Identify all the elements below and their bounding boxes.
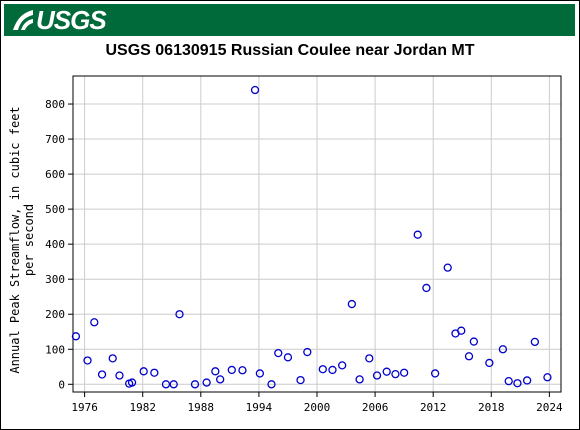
data-point[interactable] <box>283 353 293 362</box>
data-point[interactable] <box>115 371 124 380</box>
data-point[interactable] <box>498 345 508 354</box>
data-point[interactable] <box>543 373 552 382</box>
x-tick-label: 2012 <box>420 401 447 414</box>
grid-lines <box>73 76 561 392</box>
data-point[interactable] <box>169 380 178 389</box>
y-tick-label: 800 <box>45 98 65 111</box>
data-point[interactable] <box>161 380 171 389</box>
data-point[interactable] <box>504 376 513 386</box>
y-tick-label: 600 <box>45 168 65 181</box>
data-point[interactable] <box>255 369 265 378</box>
data-point[interactable] <box>365 354 374 363</box>
data-point[interactable] <box>238 366 247 375</box>
data-point[interactable] <box>391 369 400 379</box>
data-points <box>71 85 552 389</box>
data-point[interactable] <box>457 326 466 335</box>
chart-title: USGS 06130915 Russian Coulee near Jordan… <box>105 42 475 59</box>
y-tick-label: 0 <box>58 378 65 391</box>
y-tick-label: 500 <box>45 203 65 216</box>
data-point[interactable] <box>422 283 431 293</box>
usgs-logo[interactable]: USGS <box>12 4 107 36</box>
data-point[interactable] <box>372 371 382 380</box>
x-tick-label: 2000 <box>304 401 331 414</box>
data-point[interactable] <box>127 378 137 387</box>
x-tick-label: 2018 <box>478 401 505 414</box>
x-tick-label: 2006 <box>362 401 389 414</box>
y-tick-label: 300 <box>45 273 65 286</box>
data-point[interactable] <box>443 263 452 272</box>
y-tick-label: 700 <box>45 133 65 146</box>
data-point[interactable] <box>150 368 159 377</box>
usgs-banner: USGS <box>4 4 575 36</box>
data-point[interactable] <box>338 361 347 370</box>
data-point[interactable] <box>71 332 81 341</box>
x-tick-label: 1994 <box>246 401 273 414</box>
data-point[interactable] <box>328 365 337 375</box>
data-point[interactable] <box>430 369 440 378</box>
data-point[interactable] <box>250 85 260 95</box>
data-point[interactable] <box>464 352 474 361</box>
data-point[interactable] <box>469 337 479 346</box>
data-point[interactable] <box>413 230 422 239</box>
data-point[interactable] <box>267 380 276 389</box>
data-point[interactable] <box>202 378 211 387</box>
data-point[interactable] <box>399 368 409 377</box>
usgs-logo-text: USGS <box>36 4 107 35</box>
data-point[interactable] <box>485 358 494 368</box>
data-point[interactable] <box>347 299 357 309</box>
data-point[interactable] <box>211 367 220 376</box>
data-point[interactable] <box>90 318 99 327</box>
y-axis-title-line-1: Annual Peak Streamflow, in cubic feet <box>8 106 22 373</box>
y-tick-label: 400 <box>45 238 65 251</box>
axis-ticks: 1976 1982 1988 1994 2000 2006 2012 2018 2024 0 100… <box>45 98 563 414</box>
data-point[interactable] <box>522 376 532 385</box>
x-tick-label: 1988 <box>188 401 215 414</box>
data-point[interactable] <box>513 379 522 388</box>
data-point[interactable] <box>83 356 92 365</box>
data-point[interactable] <box>139 367 148 376</box>
y-tick-label: 100 <box>45 343 65 356</box>
usgs-wave-icon <box>13 10 33 30</box>
data-point[interactable] <box>227 365 236 375</box>
data-point[interactable] <box>190 380 200 389</box>
x-tick-label: 1982 <box>129 401 156 414</box>
data-point[interactable] <box>175 310 184 319</box>
data-point[interactable] <box>108 354 117 363</box>
data-point[interactable] <box>97 370 107 379</box>
x-tick-label: 1976 <box>71 401 98 414</box>
data-point[interactable] <box>216 375 225 384</box>
data-point[interactable] <box>318 365 327 374</box>
data-point[interactable] <box>303 347 312 357</box>
data-point[interactable] <box>382 367 391 376</box>
y-tick-label: 200 <box>45 308 65 321</box>
x-tick-label: 2024 <box>536 401 563 414</box>
data-point[interactable] <box>530 337 540 347</box>
data-point[interactable] <box>355 375 364 384</box>
y-axis-title-line-2: per second <box>22 204 36 276</box>
data-point[interactable] <box>296 375 305 385</box>
data-point[interactable] <box>274 348 283 358</box>
